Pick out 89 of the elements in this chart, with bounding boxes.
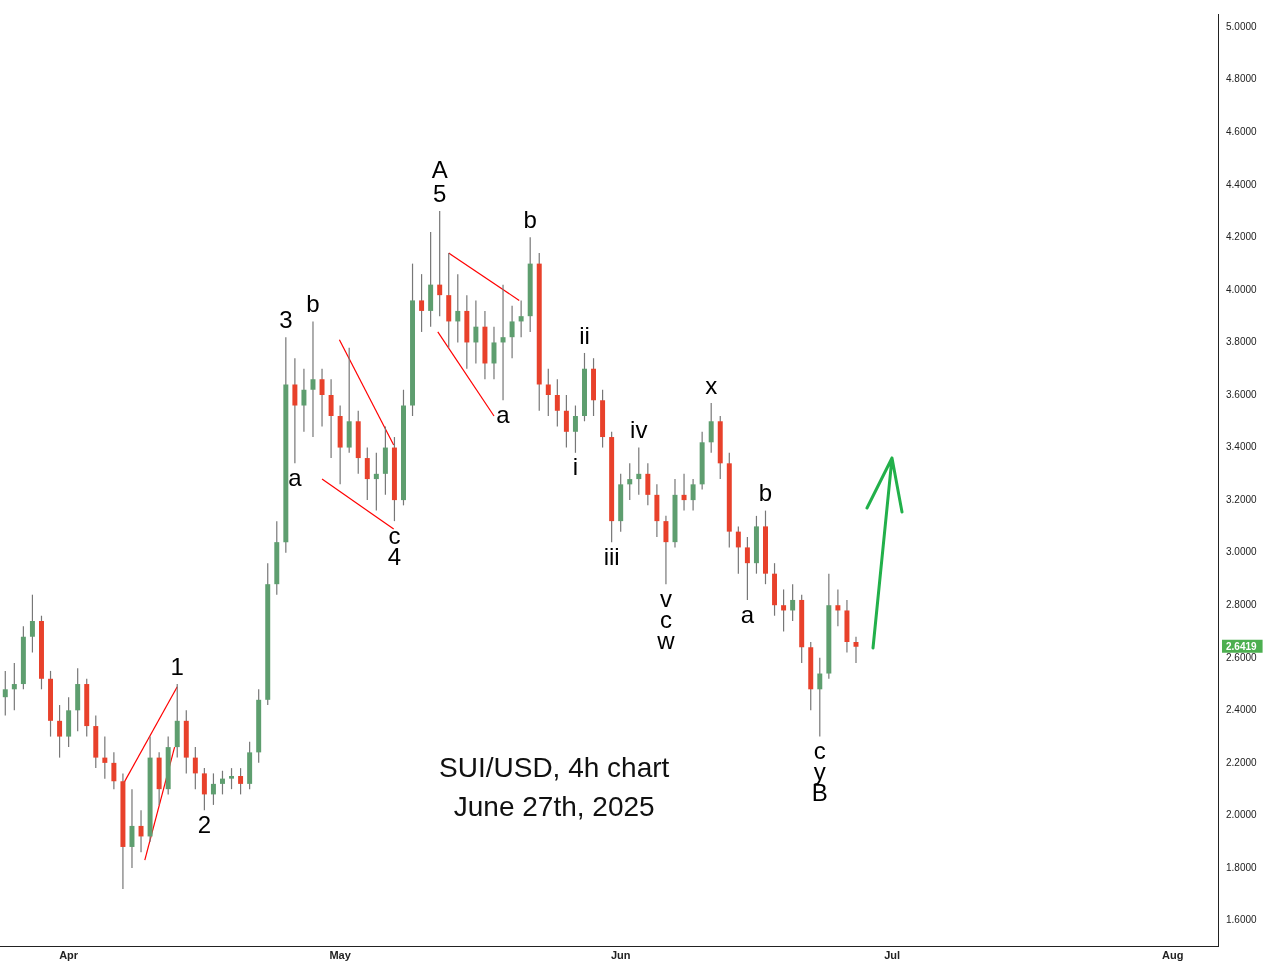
candlestick <box>373 452 379 512</box>
y-tick-label: 4.4000 <box>1226 178 1258 190</box>
candlestick <box>292 357 298 464</box>
candlestick <box>310 320 316 438</box>
candlestick <box>201 767 207 811</box>
candlestick <box>238 767 244 795</box>
candlestick <box>437 210 443 317</box>
annotation: c <box>388 521 401 549</box>
annotation: b <box>523 205 537 233</box>
candlestick <box>473 299 479 365</box>
candlestick <box>636 446 642 496</box>
candlestick <box>364 446 370 501</box>
annotation: c <box>813 737 826 765</box>
x-tick-label: Jun <box>610 949 631 962</box>
candlestick <box>2 670 8 717</box>
text: June 27th, 2025 <box>453 791 655 823</box>
y-tick-label: 3.6000 <box>1226 388 1258 400</box>
annotation: 1 <box>170 652 184 680</box>
y-tick-label: 3.8000 <box>1226 336 1258 348</box>
candlestick <box>563 394 569 449</box>
candlestick <box>455 273 461 344</box>
candlestick <box>102 735 108 780</box>
candlestick <box>219 770 225 795</box>
candlestick <box>554 378 560 428</box>
candlestick <box>645 462 651 506</box>
annotation: iii <box>603 542 620 570</box>
y-tick-label: 1.8000 <box>1226 861 1258 873</box>
candlestick <box>509 305 515 359</box>
candlestick <box>111 751 117 790</box>
candlestick <box>627 462 633 501</box>
candlestick <box>192 746 198 790</box>
candlestick <box>210 772 216 806</box>
candlestick <box>708 402 714 454</box>
y-tick-label: 2.8000 <box>1226 598 1258 610</box>
x-tick-label: Jul <box>884 949 901 962</box>
candlestick <box>663 515 669 585</box>
candlestick <box>328 378 334 459</box>
y-tick-label: 2.4000 <box>1226 704 1258 716</box>
y-tick-label: 3.2000 <box>1226 493 1258 505</box>
y-tick-label: 3.0000 <box>1226 546 1258 558</box>
candlestick <box>301 368 307 433</box>
annotation: v <box>659 584 672 612</box>
annotation: b <box>306 290 320 318</box>
candlestick <box>817 657 823 738</box>
candlestick <box>835 588 841 627</box>
candlestick <box>735 525 741 575</box>
y-tick-label: 5.0000 <box>1226 20 1258 32</box>
candlestick <box>138 809 144 853</box>
y-tick-label: 2.6000 <box>1226 651 1258 663</box>
annotation: x <box>705 371 718 399</box>
y-tick-label: 2.0000 <box>1226 809 1258 821</box>
candlestick <box>29 594 35 654</box>
candlestick <box>681 473 687 512</box>
x-tick-label: Apr <box>59 949 79 962</box>
annotation: a <box>496 400 511 428</box>
candlestick <box>744 536 750 601</box>
annotation: 3 <box>279 305 293 333</box>
candlestick <box>229 767 235 790</box>
candlestick <box>790 583 796 622</box>
y-tick-label: 2.6419 <box>1226 640 1258 652</box>
y-tick-label: 3.4000 <box>1226 441 1258 453</box>
candlestick <box>690 478 696 512</box>
annotation: iv <box>630 416 648 444</box>
annotation: i <box>572 453 579 481</box>
y-tick-label: 4.8000 <box>1226 73 1258 85</box>
y-tick-label: 4.0000 <box>1226 283 1258 295</box>
x-tick-label: Aug <box>1162 949 1184 962</box>
annotation: a <box>288 463 303 491</box>
y-tick-label: 4.2000 <box>1226 231 1258 243</box>
y-tick-label: 2.2000 <box>1226 756 1258 768</box>
candlestick <box>319 368 325 428</box>
candlestick <box>491 326 497 380</box>
annotation: a <box>740 600 755 628</box>
candlestick <box>129 788 135 869</box>
annotation: b <box>758 479 773 507</box>
annotation: 2 <box>197 810 212 838</box>
annotation: ii <box>579 321 590 349</box>
candlestick <box>545 368 551 417</box>
y-tick-label: 4.6000 <box>1226 125 1258 137</box>
candlestick <box>11 662 17 711</box>
candlestick <box>572 404 578 454</box>
x-tick-label: May <box>329 949 352 962</box>
candlestick <box>419 273 425 333</box>
candlestick <box>500 284 506 401</box>
candlestick <box>57 704 63 759</box>
candlestick <box>781 588 787 633</box>
text: SUI/USD, 4h chart <box>439 752 670 784</box>
y-tick-label: 1.6000 <box>1226 914 1258 926</box>
candlestick <box>518 299 524 338</box>
